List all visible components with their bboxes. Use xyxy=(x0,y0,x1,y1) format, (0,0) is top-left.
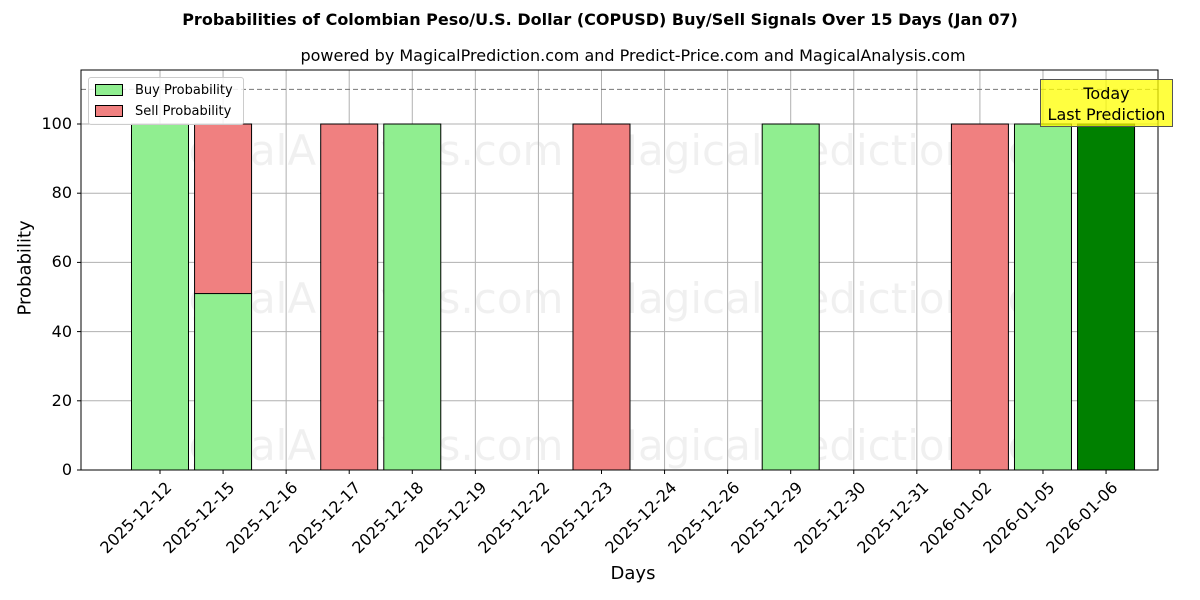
sell-bar xyxy=(572,123,631,471)
y-tick-label: 0 xyxy=(61,460,72,479)
y-tick-label: 20 xyxy=(51,390,72,410)
buy-bar xyxy=(1077,123,1136,471)
x-axis-label: Days xyxy=(610,563,656,584)
sell-bar xyxy=(194,123,253,295)
y-tick-label: 60 xyxy=(51,252,72,272)
y-axis-label: Probability xyxy=(14,220,36,316)
sell-bar xyxy=(320,123,379,471)
legend-buy-label: Buy Probability xyxy=(135,82,233,98)
legend-sell-label: Sell Probability xyxy=(135,103,232,119)
legend-item-sell: Sell Probability xyxy=(95,103,231,119)
buy-bar xyxy=(1013,123,1072,471)
y-tick-label: 80 xyxy=(51,183,72,203)
buy-bar xyxy=(194,293,253,471)
y-tick-label: 40 xyxy=(51,321,72,341)
chart-subtitle: powered by MagicalPrediction.com and Pre… xyxy=(300,46,966,65)
legend-item-buy: Buy Probability xyxy=(95,82,233,98)
buy-swatch-icon xyxy=(95,84,123,96)
sell-bar xyxy=(950,123,1009,471)
axes-frame xyxy=(80,69,1159,471)
chart-title: Probabilities of Colombian Peso/U.S. Dol… xyxy=(182,10,1018,29)
today-label: Today xyxy=(1083,84,1130,103)
legend: Buy Probability Sell Probability xyxy=(88,77,244,125)
sell-swatch-icon xyxy=(95,105,123,117)
today-annotation: Today Last Prediction xyxy=(1040,79,1173,127)
last-prediction-label: Last Prediction xyxy=(1047,105,1166,124)
buy-bar xyxy=(131,123,189,471)
buy-bar xyxy=(383,123,442,471)
buy-bar xyxy=(761,123,820,471)
y-tick-label: 100 xyxy=(41,114,72,133)
